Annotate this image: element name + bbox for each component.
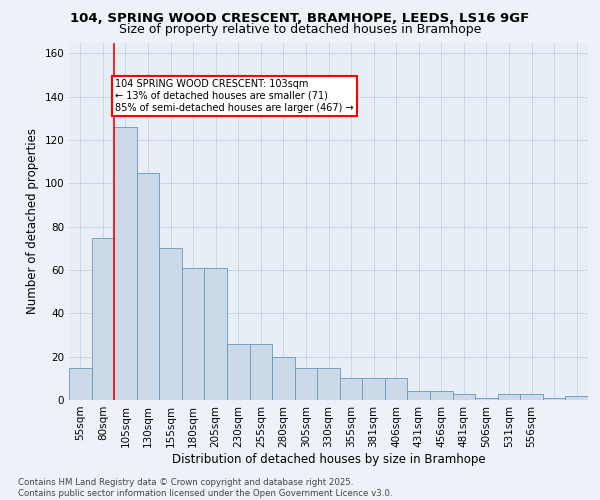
Bar: [250, 344, 272, 400]
Text: Contains HM Land Registry data © Crown copyright and database right 2025.
Contai: Contains HM Land Registry data © Crown c…: [18, 478, 392, 498]
Bar: [543, 398, 565, 400]
Bar: [520, 394, 543, 400]
Bar: [114, 127, 137, 400]
Bar: [385, 378, 407, 400]
Bar: [272, 356, 295, 400]
X-axis label: Distribution of detached houses by size in Bramhope: Distribution of detached houses by size …: [172, 452, 485, 466]
Bar: [475, 398, 498, 400]
Bar: [159, 248, 182, 400]
Bar: [182, 268, 205, 400]
Bar: [407, 392, 430, 400]
Bar: [137, 172, 159, 400]
Text: 104, SPRING WOOD CRESCENT, BRAMHOPE, LEEDS, LS16 9GF: 104, SPRING WOOD CRESCENT, BRAMHOPE, LEE…: [70, 12, 530, 26]
Bar: [317, 368, 340, 400]
Bar: [227, 344, 250, 400]
Text: 104 SPRING WOOD CRESCENT: 103sqm
← 13% of detached houses are smaller (71)
85% o: 104 SPRING WOOD CRESCENT: 103sqm ← 13% o…: [115, 80, 354, 112]
Bar: [452, 394, 475, 400]
Bar: [565, 396, 588, 400]
Bar: [340, 378, 362, 400]
Bar: [205, 268, 227, 400]
Y-axis label: Number of detached properties: Number of detached properties: [26, 128, 39, 314]
Bar: [69, 368, 92, 400]
Bar: [362, 378, 385, 400]
Bar: [295, 368, 317, 400]
Text: Size of property relative to detached houses in Bramhope: Size of property relative to detached ho…: [119, 22, 481, 36]
Bar: [498, 394, 520, 400]
Bar: [430, 392, 452, 400]
Bar: [92, 238, 114, 400]
